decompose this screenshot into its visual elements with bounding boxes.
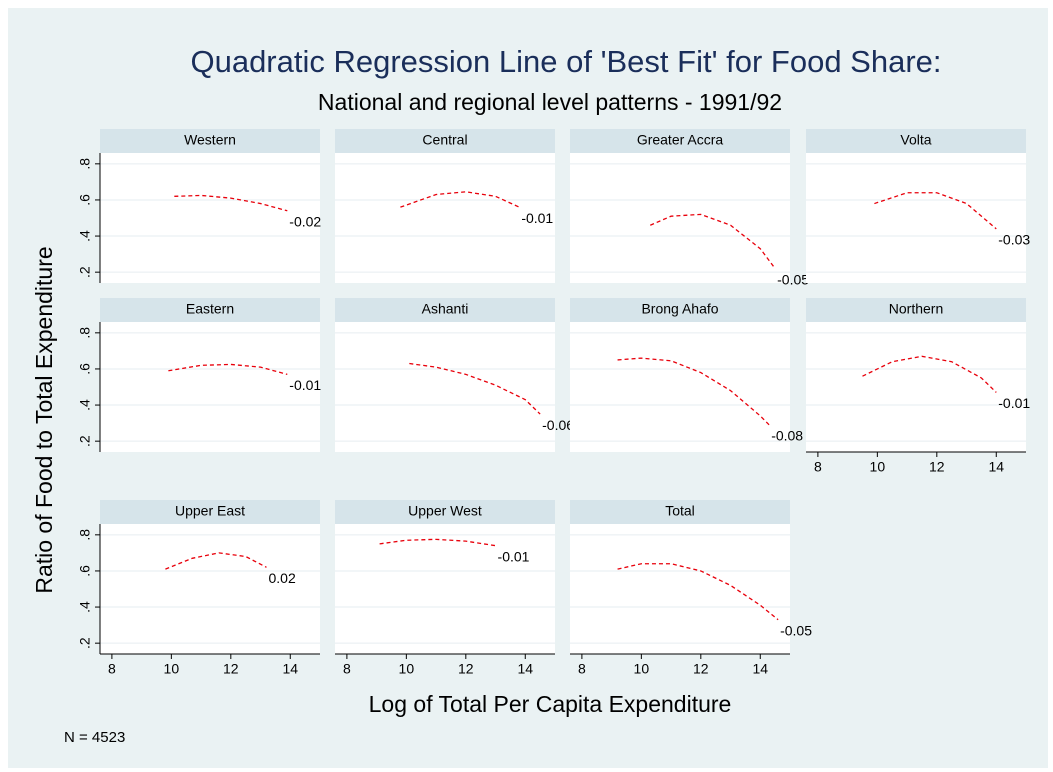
panel-header: [335, 298, 555, 322]
fit-line: [862, 355, 997, 393]
x-tick-label: 10: [634, 661, 650, 677]
chart-subtitle: National and regional level patterns - 1…: [318, 89, 782, 115]
annotation: -0.03: [998, 232, 1030, 248]
x-tick-label: 10: [870, 459, 886, 475]
x-tick-label: 12: [693, 661, 709, 677]
fit-line: [379, 538, 496, 547]
annotation: -0.01: [521, 210, 553, 226]
panel-header: [806, 298, 1026, 322]
x-tick-label: 8: [814, 459, 822, 475]
annotation: -0.01: [498, 548, 530, 564]
plot-area: [335, 153, 555, 283]
x-tick-label: 8: [108, 661, 116, 677]
panel-header: [570, 129, 790, 153]
x-tick-label: 14: [988, 459, 1004, 475]
annotation: -0.05: [780, 622, 812, 638]
panel-title: Northern: [889, 301, 943, 317]
plot-area: [100, 524, 320, 654]
plot-area: [335, 524, 555, 654]
y-tick-label: .2: [77, 435, 93, 447]
y-tick-label: .6: [77, 565, 93, 577]
y-tick-label: .8: [77, 158, 93, 170]
annotation: 0.02: [268, 570, 295, 586]
panel-title: Central: [422, 132, 467, 148]
fit-line: [174, 194, 288, 212]
x-tick-label: 10: [164, 661, 180, 677]
x-tick-label: 12: [223, 661, 239, 677]
fit-line: [400, 191, 520, 208]
annotation: -0.06: [542, 417, 574, 433]
annotation: -0.08: [771, 428, 803, 444]
y-tick-label: .2: [77, 637, 93, 649]
fit-line: [874, 192, 997, 230]
y-tick-label: .8: [77, 327, 93, 339]
y-tick-label: .4: [77, 601, 93, 613]
note: N = 4523: [64, 729, 125, 746]
panel-title: Volta: [900, 132, 931, 148]
panel-title: Brong Ahafo: [641, 301, 718, 317]
x-axis-label: Log of Total Per Capita Expenditure: [369, 691, 732, 717]
plot-area: [806, 322, 1026, 452]
panel-header: [100, 298, 320, 322]
x-tick-label: 14: [282, 661, 298, 677]
panel-title: Eastern: [186, 301, 234, 317]
annotation: -0.01: [998, 395, 1030, 411]
plot-area: [570, 322, 790, 452]
panel-header: [570, 500, 790, 524]
x-tick-label: 12: [458, 661, 474, 677]
y-axis-label: Ratio of Food to Total Expenditure: [31, 246, 57, 593]
chart-title: Quadratic Regression Line of 'Best Fit' …: [190, 44, 941, 79]
panel-title: Upper East: [175, 503, 245, 519]
plot-area: [570, 524, 790, 654]
panel-header: [335, 129, 555, 153]
fit-line: [165, 552, 267, 570]
fit-line: [650, 213, 776, 269]
annotation: -0.05: [777, 271, 809, 287]
y-tick-label: .4: [77, 399, 93, 411]
fit-line: [168, 363, 288, 375]
panel-header: [100, 500, 320, 524]
fit-line: [617, 563, 779, 621]
y-tick-label: .6: [77, 363, 93, 375]
plot-area: [100, 322, 320, 452]
y-tick-label: .6: [77, 194, 93, 206]
panel-title: Ashanti: [422, 301, 469, 317]
panel-title: Western: [184, 132, 236, 148]
x-tick-label: 14: [752, 661, 768, 677]
x-tick-label: 12: [929, 459, 945, 475]
panel-title: Total: [665, 503, 695, 519]
fit-line: [617, 357, 770, 426]
x-tick-label: 14: [517, 661, 533, 677]
annotation: -0.02: [289, 213, 321, 229]
plot-area: [806, 153, 1026, 283]
x-tick-label: 10: [399, 661, 415, 677]
plot-area: [100, 153, 320, 283]
x-tick-label: 8: [343, 661, 351, 677]
panel-title: Upper West: [408, 503, 482, 519]
y-tick-label: .8: [77, 529, 93, 541]
fit-line: [409, 362, 541, 415]
panel-header: [570, 298, 790, 322]
plot-area: [570, 153, 790, 283]
panel-header: [806, 129, 1026, 153]
y-tick-label: .2: [77, 266, 93, 278]
y-tick-label: .4: [77, 230, 93, 242]
x-tick-label: 8: [578, 661, 586, 677]
panel-header: [335, 500, 555, 524]
annotation: -0.01: [289, 377, 321, 393]
panel-title: Greater Accra: [637, 132, 724, 148]
plot-area: [335, 322, 555, 452]
panel-header: [100, 129, 320, 153]
